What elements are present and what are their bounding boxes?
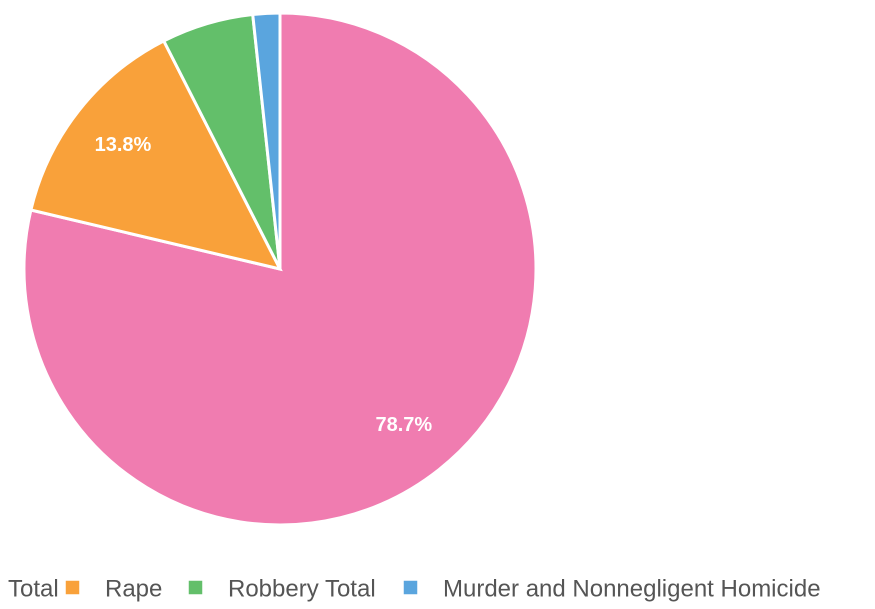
pie-slice — [29, 38, 283, 272]
legend-marker — [64, 579, 81, 596]
legend-label: Robbery Total — [228, 575, 376, 602]
legend-label: Rape — [105, 575, 162, 602]
legend-label: Total — [8, 575, 59, 602]
slice-label: 78.7% — [376, 414, 433, 436]
legend-marker — [187, 579, 204, 596]
legend-marker — [402, 579, 419, 596]
legend-label: Murder and Nonnegligent Homicide — [443, 575, 821, 602]
slice-label: 13.8% — [95, 134, 152, 156]
pie-slice — [251, 11, 282, 270]
